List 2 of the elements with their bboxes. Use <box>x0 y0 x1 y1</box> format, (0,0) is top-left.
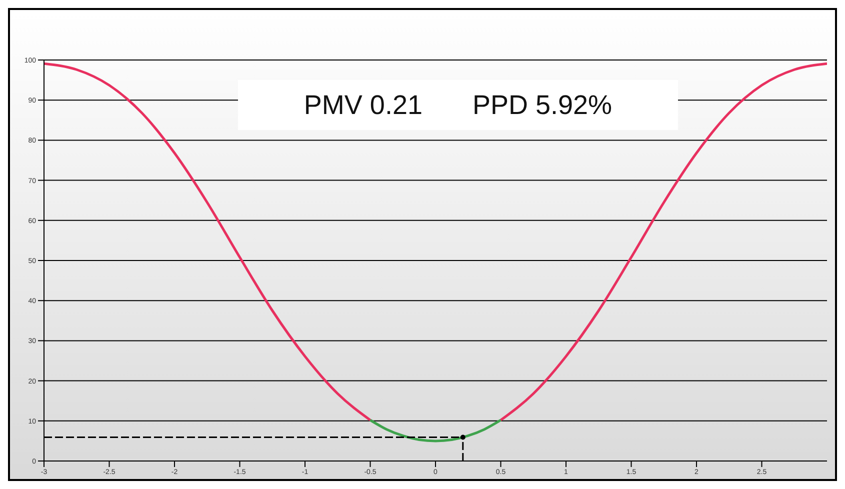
annotation: PPD 5.92% <box>472 90 612 120</box>
annotation: PMV 0.21 <box>304 90 422 120</box>
